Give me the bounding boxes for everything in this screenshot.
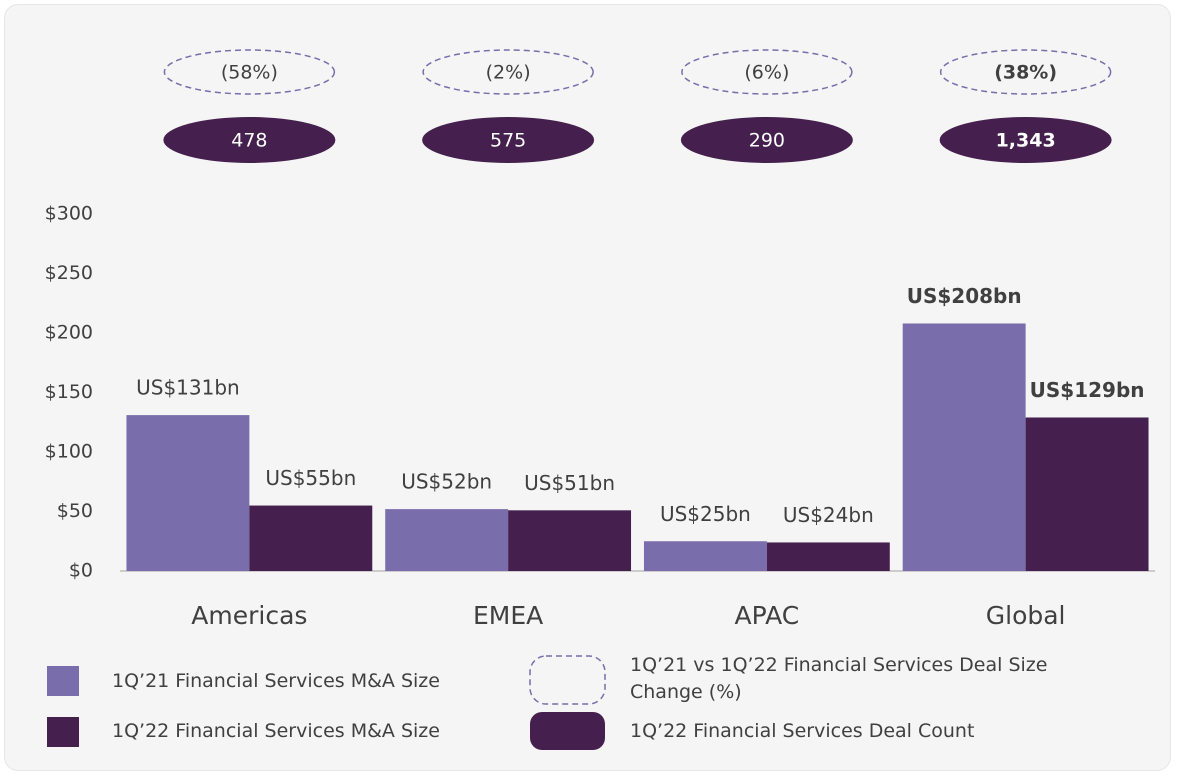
data-label: US$131bn <box>136 376 240 400</box>
bar <box>643 541 767 571</box>
legend-label: 1Q’21 Financial Services M&A Size <box>112 670 440 692</box>
y-tick-label: $0 <box>69 560 93 582</box>
count-ellipse <box>939 117 1112 163</box>
count-label: 290 <box>749 130 785 152</box>
legend-label: 1Q’22 Financial Services M&A Size <box>112 720 440 742</box>
data-label: US$25bn <box>660 502 751 526</box>
bar <box>385 509 509 571</box>
change-label: (2%) <box>486 62 531 84</box>
change-ellipse <box>681 49 853 95</box>
count-ellipse <box>163 117 336 163</box>
y-tick-label: $150 <box>45 381 93 403</box>
change-ellipse <box>163 49 336 95</box>
data-label: US$51bn <box>524 471 615 495</box>
bar <box>1025 417 1149 571</box>
bar <box>766 542 890 571</box>
data-label: US$129bn <box>1030 378 1145 402</box>
y-tick-label: $50 <box>57 500 93 522</box>
count-ellipse <box>422 117 595 163</box>
x-tick-label: APAC <box>735 601 800 630</box>
bar <box>508 510 632 571</box>
legend-swatch <box>530 712 605 750</box>
bar <box>249 505 373 571</box>
count-label: 1,343 <box>996 130 1056 152</box>
count-label: 575 <box>490 130 526 152</box>
count-label: 478 <box>231 130 267 152</box>
x-tick-label: Americas <box>191 601 307 630</box>
y-tick-label: $100 <box>45 441 93 463</box>
change-label: (58%) <box>221 62 278 84</box>
y-tick-label: $200 <box>45 322 93 344</box>
data-label: US$52bn <box>401 470 492 494</box>
x-tick-label: EMEA <box>473 601 543 630</box>
legend-swatch <box>47 666 79 696</box>
data-label: US$55bn <box>265 466 356 490</box>
bar <box>902 323 1026 571</box>
bar <box>126 415 250 571</box>
legend-swatch <box>529 655 606 705</box>
change-label: (38%) <box>994 62 1057 84</box>
change-ellipse <box>422 49 594 95</box>
x-tick-label: Global <box>986 601 1066 630</box>
data-label: US$208bn <box>907 284 1022 308</box>
y-tick-label: $250 <box>45 262 93 284</box>
count-ellipse <box>680 117 853 163</box>
legend-label: 1Q’22 Financial Services Deal Count <box>630 720 975 742</box>
change-label: (6%) <box>744 62 789 84</box>
legend-swatch <box>47 717 79 747</box>
y-tick-label: $300 <box>45 203 93 225</box>
legend-label: 1Q’21 vs 1Q’22 Financial Services Deal S… <box>630 654 1048 703</box>
data-label: US$24bn <box>783 503 874 527</box>
change-ellipse <box>939 49 1112 95</box>
